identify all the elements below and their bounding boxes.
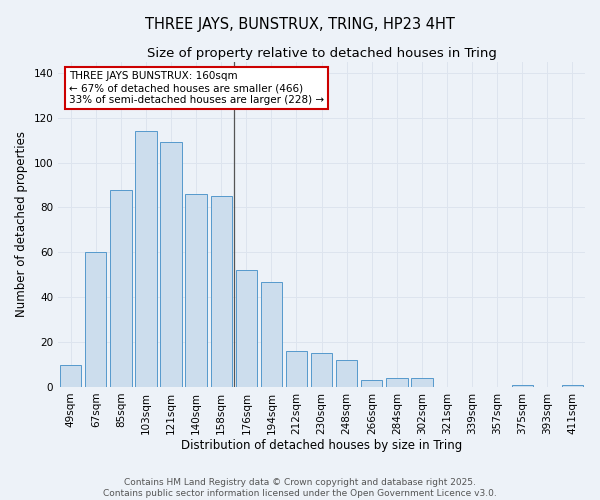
- Bar: [411, 378, 433, 387]
- Text: THREE JAYS BUNSTRUX: 160sqm
← 67% of detached houses are smaller (466)
33% of se: THREE JAYS BUNSTRUX: 160sqm ← 67% of det…: [69, 72, 324, 104]
- Bar: [361, 380, 382, 387]
- Bar: [236, 270, 257, 387]
- Bar: [185, 194, 207, 387]
- X-axis label: Distribution of detached houses by size in Tring: Distribution of detached houses by size …: [181, 440, 462, 452]
- Bar: [311, 354, 332, 387]
- Bar: [386, 378, 407, 387]
- Bar: [512, 384, 533, 387]
- Y-axis label: Number of detached properties: Number of detached properties: [15, 132, 28, 318]
- Bar: [136, 131, 157, 387]
- Bar: [110, 190, 131, 387]
- Title: Size of property relative to detached houses in Tring: Size of property relative to detached ho…: [146, 48, 497, 60]
- Bar: [160, 142, 182, 387]
- Bar: [211, 196, 232, 387]
- Bar: [60, 364, 82, 387]
- Bar: [261, 282, 282, 387]
- Bar: [336, 360, 358, 387]
- Bar: [85, 252, 106, 387]
- Bar: [562, 384, 583, 387]
- Bar: [286, 351, 307, 387]
- Text: THREE JAYS, BUNSTRUX, TRING, HP23 4HT: THREE JAYS, BUNSTRUX, TRING, HP23 4HT: [145, 18, 455, 32]
- Text: Contains HM Land Registry data © Crown copyright and database right 2025.
Contai: Contains HM Land Registry data © Crown c…: [103, 478, 497, 498]
